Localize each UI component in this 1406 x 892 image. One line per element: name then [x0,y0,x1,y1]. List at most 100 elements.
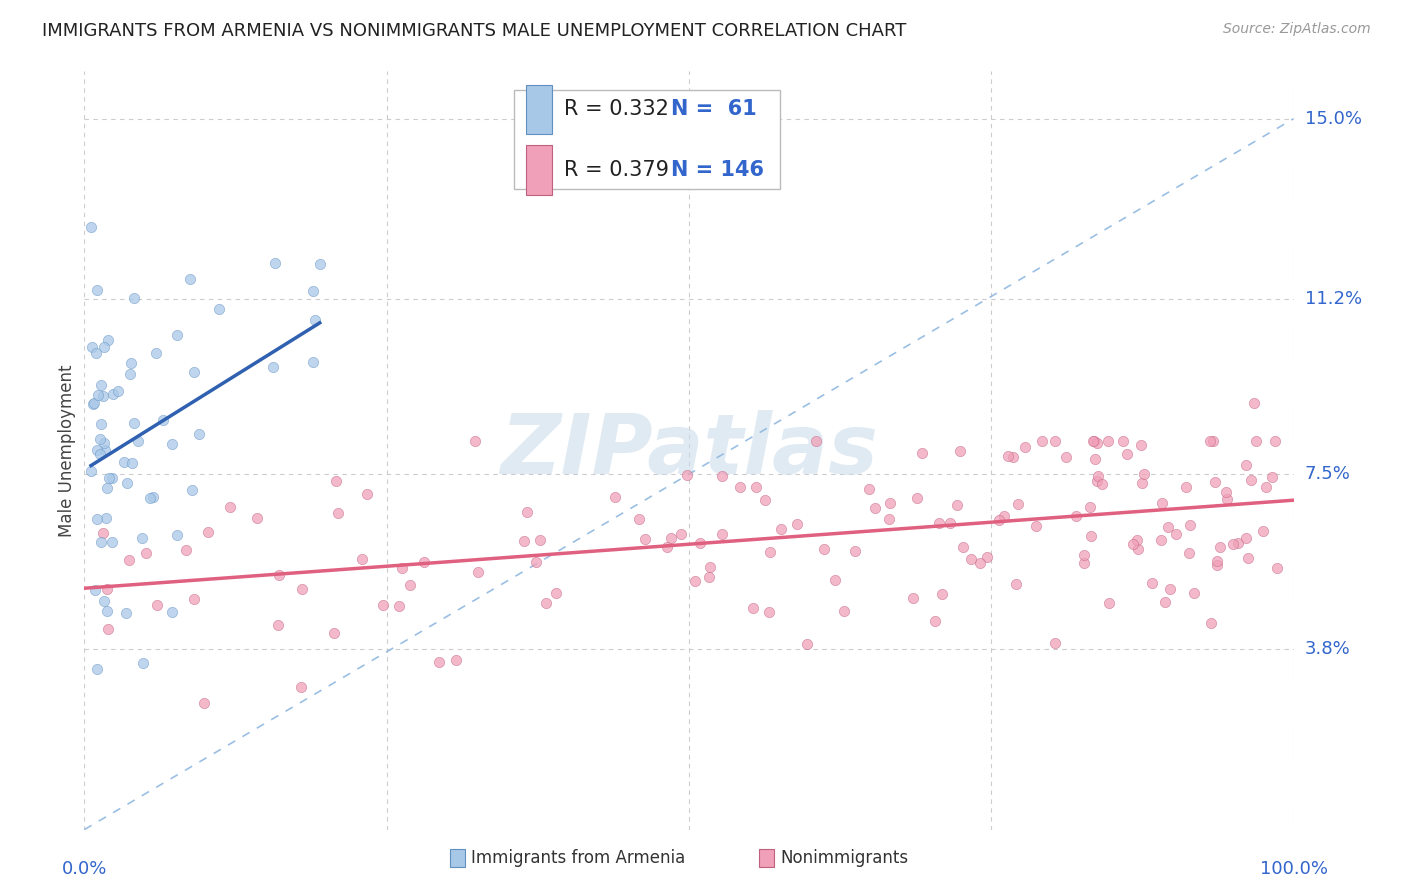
Point [174,542,197,557]
Point [689,536,711,550]
Point [931,587,953,601]
Point [193,696,215,710]
Point [91,525,114,540]
Point [1080,529,1102,543]
Point [152,413,174,427]
Point [993,509,1015,524]
Point [516,506,538,520]
Point [997,449,1019,463]
Point [1031,434,1053,448]
Point [267,618,290,632]
Point [1182,585,1205,599]
Point [127,434,149,448]
Point [1002,450,1025,465]
Text: 0.0%: 0.0% [62,860,107,878]
Point [80,340,103,354]
Point [301,285,323,299]
Point [96,604,118,618]
Point [1122,537,1144,551]
Point [832,605,855,619]
Point [1043,434,1066,448]
Point [160,605,183,619]
Point [786,516,808,531]
Point [1234,458,1257,473]
Point [1080,500,1102,514]
Point [659,531,682,545]
Point [1216,492,1239,507]
Point [742,601,765,615]
Point [987,513,1010,527]
Point [1087,469,1109,483]
Point [1004,576,1026,591]
Point [758,605,780,619]
Point [534,596,557,610]
Point [262,359,284,374]
Text: ZIPatlas: ZIPatlas [501,410,877,491]
Point [1073,548,1095,562]
Point [1091,477,1114,491]
Point [122,417,145,431]
Point [166,528,188,542]
Point [1116,447,1139,461]
Point [699,559,721,574]
Point [844,544,866,558]
Point [1226,535,1249,549]
Point [524,555,547,569]
Point [901,591,924,605]
Point [269,567,291,582]
Point [97,622,120,636]
Point [865,501,887,516]
Point [1126,533,1149,547]
Text: N = 146: N = 146 [671,160,763,180]
Point [1084,452,1107,467]
Point [371,598,394,612]
Point [1236,551,1258,566]
Point [197,524,219,539]
Point [89,447,111,461]
Point [928,516,950,530]
Point [1244,434,1267,448]
Point [356,487,378,501]
Point [115,475,138,490]
Y-axis label: Male Unemployment: Male Unemployment [58,364,76,537]
Point [813,541,835,556]
Point [939,516,962,530]
Point [326,506,349,520]
Point [544,586,567,600]
Point [879,496,901,510]
Point [388,599,411,614]
Point [513,533,536,548]
Point [146,598,169,612]
Point [291,582,314,596]
Point [758,545,780,559]
Point [529,533,551,548]
Point [1205,558,1227,572]
Point [145,345,167,359]
Point [218,500,240,514]
Point [86,662,108,676]
Point [101,534,124,549]
Text: 100.0%: 100.0% [1260,860,1327,878]
Point [245,511,267,525]
Point [976,549,998,564]
Point [93,443,115,458]
Point [308,256,330,270]
Point [90,378,112,392]
Point [94,511,117,525]
Point [1112,434,1135,448]
Point [858,482,880,496]
Point [1254,480,1277,494]
Point [1240,473,1263,487]
Point [80,220,103,235]
Point [824,573,846,587]
FancyBboxPatch shape [526,145,553,194]
Point [1199,434,1222,448]
Point [135,546,157,560]
Point [655,541,678,555]
Point [960,551,983,566]
Point [1251,524,1274,539]
Text: Source: ZipAtlas.com: Source: ZipAtlas.com [1223,22,1371,37]
Point [1164,527,1187,541]
Point [1007,497,1029,511]
Point [87,388,110,402]
